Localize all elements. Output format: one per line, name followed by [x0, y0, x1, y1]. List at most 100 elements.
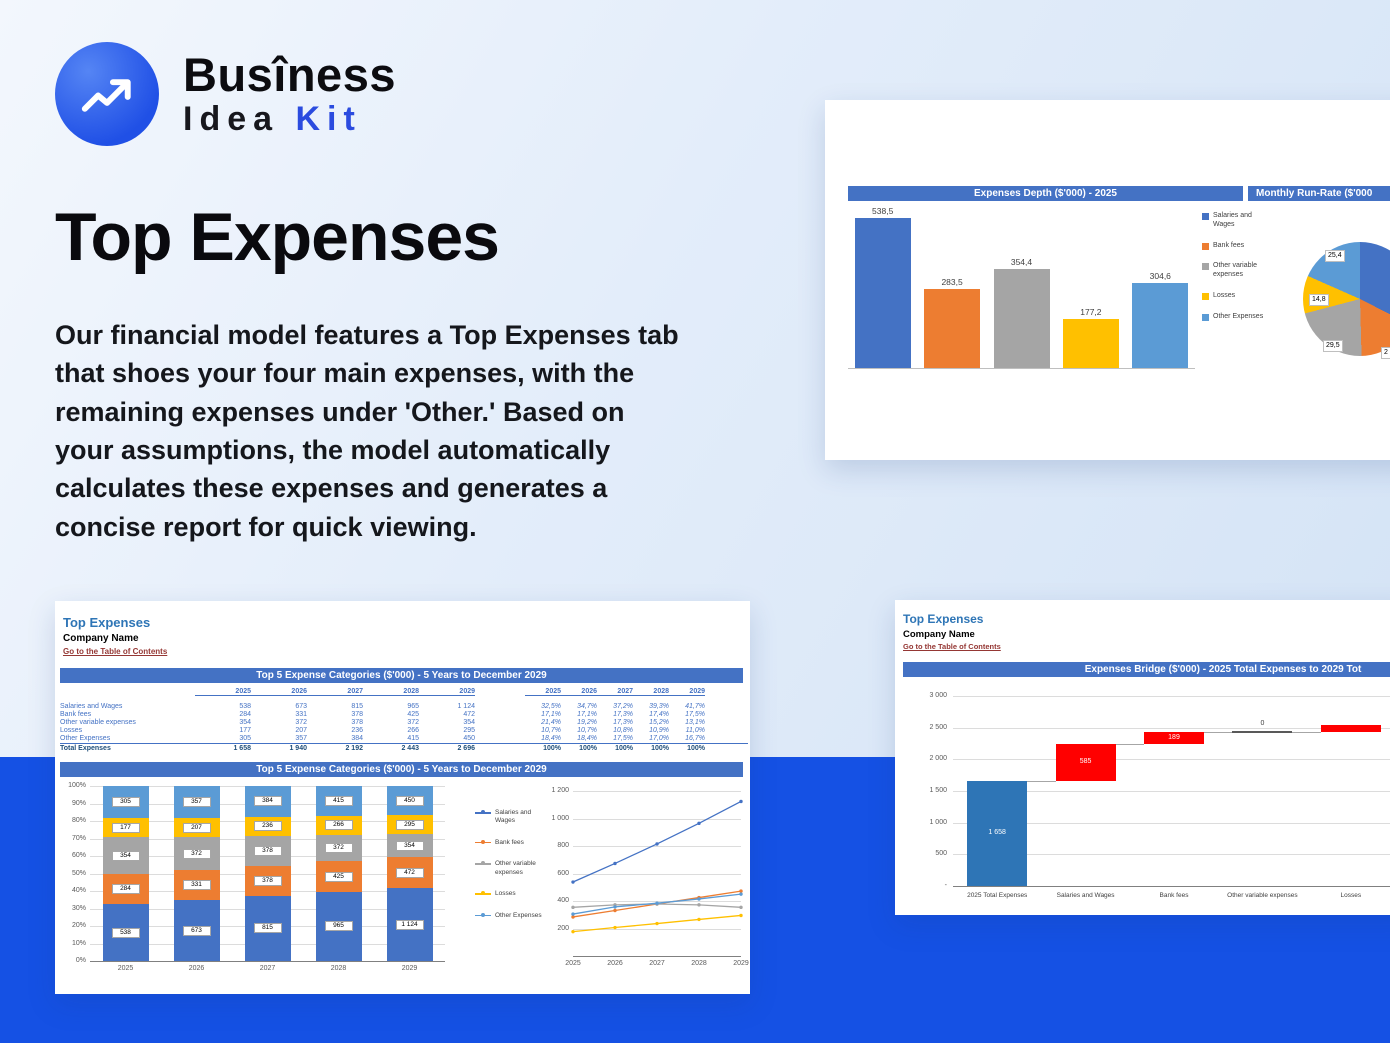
- legend-swatch: [1202, 292, 1209, 300]
- value-cell: 295: [463, 727, 475, 734]
- legend-label: Salaries and Wages: [1213, 212, 1252, 228]
- depth-bar: [924, 289, 981, 368]
- connector-line: [1204, 731, 1233, 733]
- legend-item: Salaries and Wages: [475, 809, 543, 826]
- total-row: Total Expenses 1 658 1 940 2 192 2 443 2 696 1…: [60, 743, 748, 753]
- legend-dot: [481, 839, 485, 844]
- pct-cell: 2028: [633, 687, 669, 696]
- y-gridline: [953, 886, 1390, 887]
- pct-cell: 17,5%: [685, 711, 705, 718]
- pie-data-label: 2: [1381, 347, 1390, 359]
- value-cell: 2 443: [401, 745, 419, 752]
- value-cell: 425: [407, 711, 419, 718]
- segment-value-label: 295: [395, 819, 424, 830]
- y-gridline: [573, 846, 741, 847]
- y-tick-label: 100%: [68, 782, 86, 789]
- y-tick-label: -: [944, 882, 947, 889]
- brand-logo: Busîness Idea Kit: [55, 42, 396, 146]
- chart-legend: Salaries and Wages Bank fees Other variabl…: [475, 809, 543, 933]
- trend-point-marker: [613, 908, 617, 913]
- depth-bar: [1062, 319, 1119, 368]
- legend-item: Bank fees: [475, 839, 543, 847]
- pct-cell: 17,4%: [649, 711, 669, 718]
- y-tick-label: 2 000: [929, 755, 947, 763]
- value-cell: 2 192: [345, 745, 363, 752]
- x-axis-line: [573, 956, 741, 957]
- segment-value-label: 673: [182, 925, 211, 936]
- trend-point-marker: [739, 799, 743, 804]
- pct-cell: 10,8%: [613, 727, 633, 734]
- table-of-contents-link[interactable]: Go to the Table of Contents: [903, 642, 1001, 651]
- value-cell: 266: [407, 727, 419, 734]
- table-row: Other variable expenses 354 372 378 372 354 21…: [60, 719, 748, 727]
- pct-cell: 17,1%: [577, 711, 597, 718]
- y-tick-label: 1 000: [551, 814, 569, 822]
- value-cell: 2 696: [457, 745, 475, 752]
- y-gridline: [573, 873, 741, 875]
- value-cell: 236: [351, 727, 363, 734]
- pie-data-label: 29,5: [1323, 340, 1343, 352]
- value-cell: 472: [463, 711, 475, 718]
- segment-value-label: 305: [111, 797, 140, 808]
- trend-point-marker: [739, 913, 743, 918]
- pct-cell: 15,2%: [649, 719, 669, 726]
- segment-value-label: 815: [253, 923, 282, 934]
- legend-item: Bank fees: [1202, 242, 1272, 251]
- segment-value-label: 1 124: [395, 919, 424, 930]
- y-gridline: [953, 854, 1390, 856]
- value-cell: 384: [351, 735, 363, 742]
- value-cell: 372: [407, 719, 419, 726]
- connector-line: [1292, 731, 1321, 733]
- pct-cell: 39,3%: [649, 703, 669, 710]
- waterfall-value-label: 1 658: [988, 829, 1006, 837]
- depth-bar-value-label: 177,2: [1080, 307, 1102, 317]
- y-gridline: [953, 822, 1390, 824]
- value-cell: 372: [295, 719, 307, 726]
- pct-cell: 100%: [543, 745, 561, 752]
- company-name: Company Name: [63, 633, 139, 644]
- x-tick-label: 2025: [117, 965, 134, 972]
- trend-point-marker: [655, 901, 659, 905]
- legend-label: Salaries and Wages: [495, 809, 532, 825]
- legend-label: Bank fees: [495, 838, 524, 846]
- legend-dot: [481, 912, 485, 917]
- trend-point-marker: [571, 880, 575, 884]
- segment-value-label: 372: [182, 848, 211, 859]
- trend-point-marker: [739, 892, 743, 896]
- x-tick-label: 2025: [565, 960, 581, 967]
- pct-cell: 2025: [525, 687, 561, 696]
- y-tick-label: 10%: [71, 939, 86, 947]
- segment-value-label: 177: [111, 822, 140, 833]
- waterfall-value-label: 0: [1260, 719, 1265, 727]
- value-cell: 1 124: [457, 703, 475, 710]
- y-tick-label: 90%: [71, 799, 86, 807]
- y-gridline: [90, 961, 445, 962]
- segment-value-label: 472: [395, 867, 424, 878]
- depth-bar-value-label: 283,5: [941, 277, 963, 287]
- legend-label: Other variable expenses: [495, 860, 536, 876]
- connector-line: [1027, 780, 1056, 782]
- expenses-bridge-sheet: Top Expenses Company Name Go to the Tabl…: [895, 600, 1390, 915]
- pct-cell: 2029: [669, 687, 705, 696]
- column-gap: [475, 744, 525, 753]
- x-tick-label: Other variable expenses: [1227, 892, 1298, 899]
- trend-line-series: [572, 800, 742, 883]
- expenses-depth-panel: Expenses Depth ($'000) - 2025 Monthly Ru…: [825, 100, 1390, 460]
- y-tick-label: 2 500: [929, 723, 947, 731]
- pie-data-label: 25,4: [1325, 250, 1345, 262]
- x-tick-label: 2026: [607, 960, 623, 967]
- expense-charts: 0% 10% 20% 30% 40% 50% 60% 70% 80% 90% 100% 538 284 3…: [55, 781, 750, 994]
- column-gap: [475, 703, 525, 711]
- y-tick-label: 30%: [71, 904, 86, 912]
- waterfall-bar: [1144, 731, 1204, 744]
- sheet-title: Top Expenses: [903, 612, 984, 626]
- pct-cell: 41,7%: [685, 703, 705, 710]
- legend-item: Other Expenses: [475, 912, 543, 920]
- trend-point-marker: [613, 905, 617, 909]
- row-label-cell: Other Expenses: [60, 735, 111, 742]
- table-of-contents-link[interactable]: Go to the Table of Contents: [63, 647, 168, 656]
- legend-item: Other variable expenses: [475, 860, 543, 877]
- pct-cell: 2026: [561, 687, 597, 696]
- value-cell: 815: [351, 703, 363, 710]
- trend-point-marker: [697, 903, 701, 907]
